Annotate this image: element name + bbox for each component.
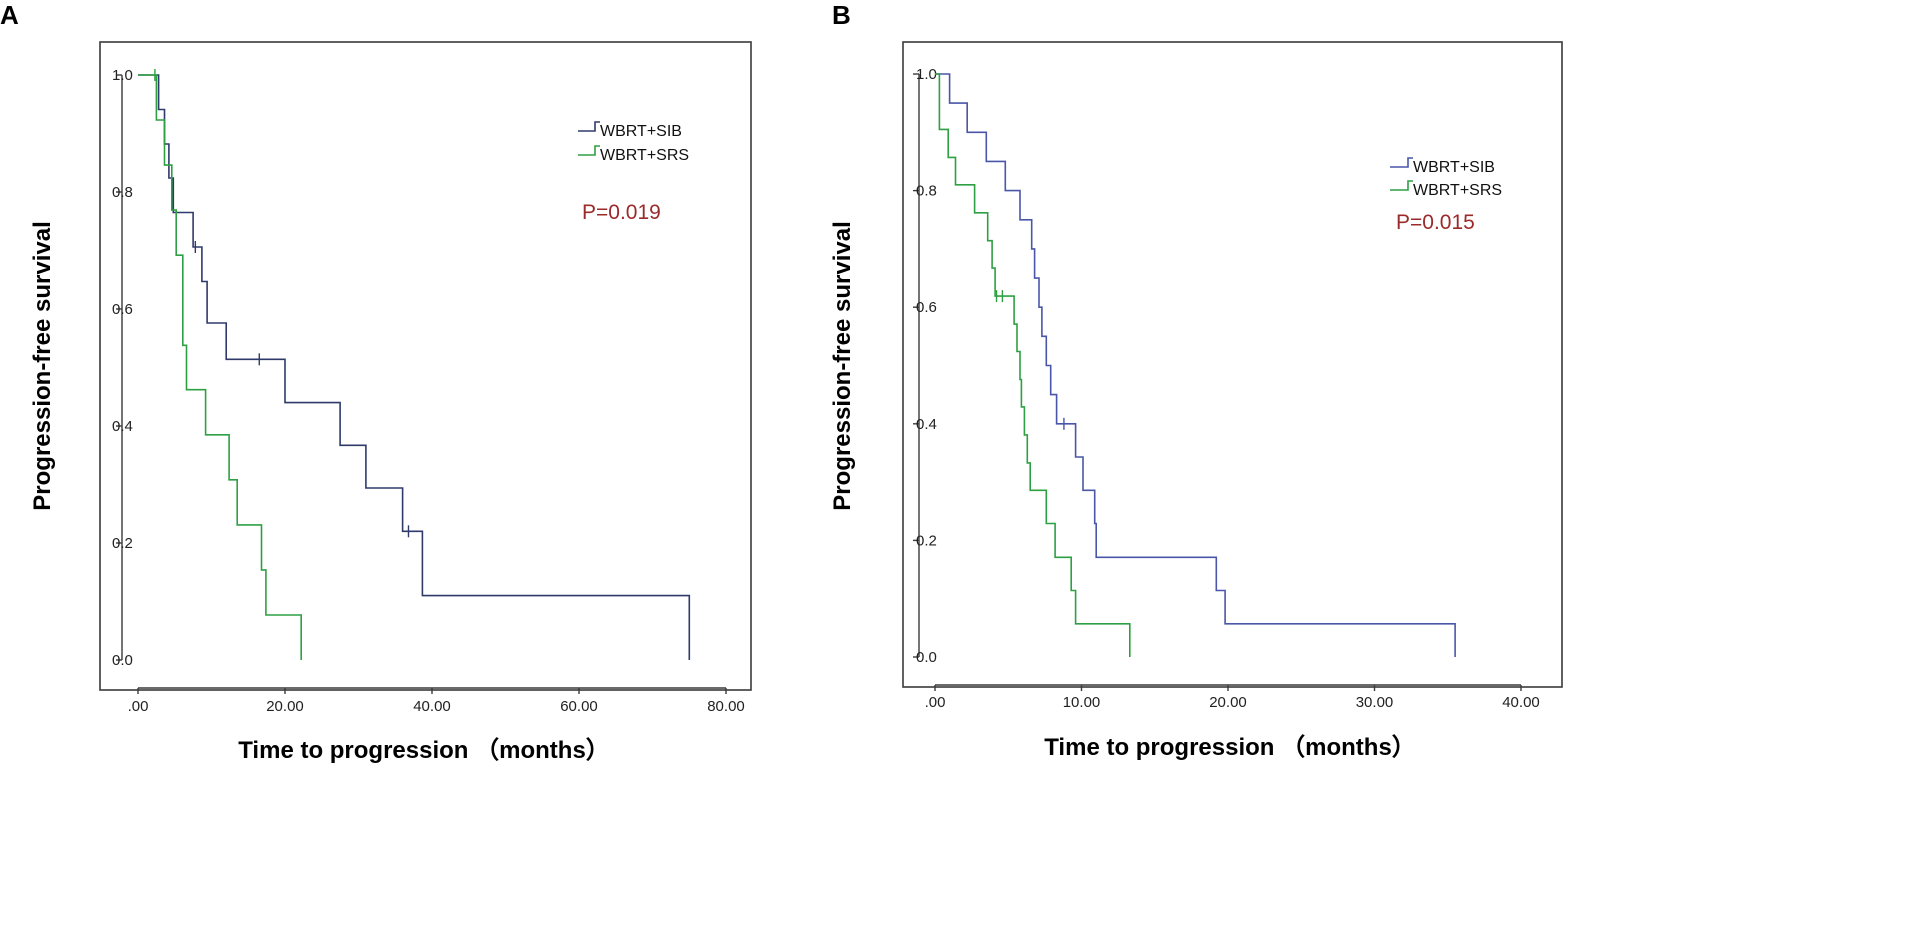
panel-a-y-tick-label: 0.2: [112, 535, 133, 552]
panel-a: A Time to progression （months） Progressi…: [0, 0, 752, 764]
panel-a-x-tick-label: 40.00: [413, 698, 451, 715]
panel-a-y-tick-label: 0.8: [112, 184, 133, 201]
panel-b-legend-label-sib: WBRT+SIB: [1413, 159, 1495, 176]
panel-a-legend-swatch-srs: [578, 145, 600, 156]
panel-b-x-tick-label: 30.00: [1356, 694, 1394, 711]
panel-a-y-axis-label: Progression-free survival: [29, 221, 56, 510]
panel-a-legend-label-sib: WBRT+SIB: [600, 123, 682, 140]
panel-a-legend: WBRT+SIB WBRT+SRS: [578, 121, 689, 164]
panel-a-legend-swatch-sib: [578, 121, 600, 132]
panel-a-legend-label-srs: WBRT+SRS: [600, 147, 689, 164]
panel-b-frame: [902, 41, 1563, 688]
panel-b-x-tick-label: 10.00: [1063, 694, 1101, 711]
panel-b-x-tick-label: 20.00: [1209, 694, 1247, 711]
panel-b-y-tick-label: 0.2: [916, 532, 937, 549]
panel-a-x-tick-label: .00: [128, 698, 149, 715]
panel-a-curve-sib: [138, 74, 691, 660]
panel-b-x-axis-label: Time to progression （months）: [1044, 734, 1416, 761]
panel-b-y-tick-label: 0.8: [916, 183, 937, 200]
panel-b-p-value: P=0.015: [1396, 211, 1475, 234]
panel-b-curve-srs: [935, 73, 1131, 657]
panel-a-y-tick-label: 0.4: [112, 418, 133, 435]
panel-b-y-axis-label: Progression-free survival: [829, 221, 856, 510]
panel-b-legend-swatch-srs: [1390, 180, 1413, 191]
panel-b-x-tick-label: 40.00: [1502, 694, 1540, 711]
panel-a-p-value: P=0.019: [582, 201, 661, 224]
panel-b-y-tick-label: 0.6: [916, 299, 937, 316]
panel-a-curve-srs: [138, 74, 302, 660]
panel-b-legend: WBRT+SIB WBRT+SRS: [1390, 157, 1502, 199]
panel-b-legend-swatch-sib: [1390, 157, 1413, 168]
panel-a-x-tick-label: 80.00: [707, 698, 745, 715]
panel-a-y-tick-label: 0.0: [112, 652, 133, 669]
panel-a-x-tick-label: 20.00: [266, 698, 304, 715]
panel-b-y-tick-label: 1.0: [916, 66, 937, 83]
panel-a-y-tick-label: 0.6: [112, 301, 133, 318]
panel-b: B Time to progression （months） Progressi…: [829, 0, 1563, 761]
panel-b-curve-sib: [935, 73, 1456, 657]
panel-b-x-tick-label: .00: [925, 694, 946, 711]
panel-b-y-tick-label: 0.0: [916, 649, 937, 666]
panel-b-letter: B: [832, 0, 851, 30]
panel-a-x-tick-label: 60.00: [560, 698, 598, 715]
panel-a-frame: [99, 41, 752, 691]
panel-b-y-tick-label: 0.4: [916, 416, 937, 433]
panel-a-x-axis-label: Time to progression （months）: [238, 737, 610, 764]
panel-a-letter: A: [0, 0, 19, 30]
panel-a-y-tick-label: 1.0: [112, 67, 133, 84]
panel-b-legend-label-srs: WBRT+SRS: [1413, 182, 1502, 199]
